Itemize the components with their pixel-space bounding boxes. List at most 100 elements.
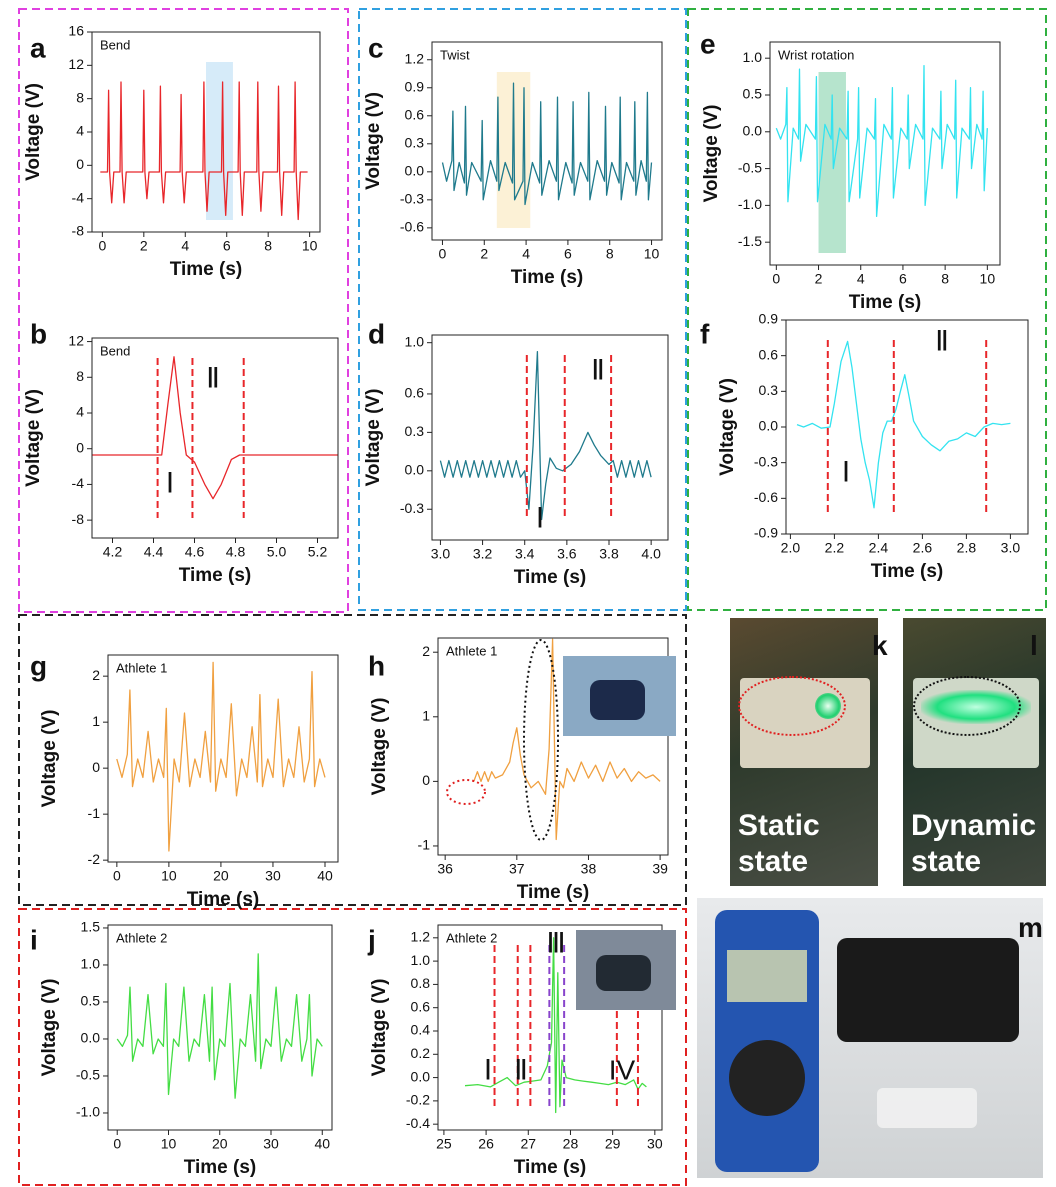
y-tick-label: 16 [68,23,84,39]
x-axis-label: Time (s) [871,561,944,582]
annotation: Ⅲ [546,927,565,958]
y-tick-label: 0.6 [405,106,425,122]
inset-title: Wrist rotation [778,47,854,62]
x-tick-label: 5.0 [267,544,287,560]
device [877,1088,977,1128]
plot-frame [107,654,339,863]
plot-frame [431,334,669,541]
multimeter [715,910,819,1172]
x-tick-label: 26 [478,1136,494,1152]
signal-line [439,351,652,521]
y-tick-label: 0 [92,759,100,775]
y-tick-label: -4 [72,189,85,205]
annotation: IV [609,1054,636,1085]
inset-title: Athlete 1 [116,660,167,675]
y-tick-label: -0.4 [406,1115,430,1131]
annotation: Ⅱ [591,354,605,385]
y-tick-label: -1.5 [738,233,762,249]
display [727,950,807,1002]
x-tick-label: 25 [436,1136,452,1152]
plot-area [770,42,1000,265]
inset-photo-person [596,955,651,991]
x-tick-label: 6 [223,238,231,254]
inset-title: Athlete 2 [116,930,167,945]
y-tick-label: 2 [422,643,430,659]
x-tick-label: 40 [317,868,333,884]
inset-title: Athlete 1 [446,643,497,658]
caption: Static state [738,809,820,878]
y-tick-label: 0.3 [405,423,425,439]
y-tick-label: 1.0 [411,952,431,968]
x-tick-label: 2 [815,271,823,287]
x-tick-label: 3.4 [515,546,535,562]
y-tick-label: 1.2 [405,50,425,66]
x-axis-label: Time (s) [179,565,252,586]
x-tick-label: 8 [941,271,949,287]
x-axis-label: Time (s) [514,1157,587,1178]
y-tick-label: 0.8 [411,975,431,991]
signal-line [775,64,988,218]
panel-label: e [700,28,716,59]
signal-line [116,661,326,852]
inset-title: Athlete 2 [446,930,497,945]
x-tick-label: 3.2 [473,546,493,562]
signal-line [464,937,647,1114]
y-tick-label: 0.5 [743,86,763,102]
y-tick-label: 0.3 [759,382,779,398]
y-tick-label: 1.0 [81,956,101,972]
y-tick-label: 4 [76,404,84,420]
x-tick-label: 4.2 [103,544,123,560]
panel-label: j [367,924,376,955]
signal-line [100,81,308,221]
y-axis-label: Voltage (V) [39,710,60,808]
y-tick-label: 0.4 [411,1022,431,1038]
y-tick-label: 1 [422,707,430,723]
x-axis-label: Time (s) [170,259,243,280]
y-tick-label: -0.9 [754,525,778,541]
plot-area [432,42,662,240]
panel-label: d [368,318,385,349]
x-tick-label: 27 [520,1136,536,1152]
x-tick-label: 8 [606,246,614,262]
annotation: Ⅰ [166,467,174,498]
y-tick-label: 0.0 [411,1068,431,1084]
signal-line [92,356,338,500]
x-tick-label: 8 [264,238,272,254]
y-tick-label: -1.0 [76,1104,100,1120]
panel-label: k [872,630,888,661]
x-tick-label: 2.4 [869,540,889,556]
x-tick-label: 3.0 [431,546,451,562]
y-tick-label: 0.9 [759,311,779,327]
annotation: Ⅱ [514,1054,528,1085]
x-tick-label: 30 [263,1136,279,1152]
x-tick-label: 4 [181,238,189,254]
plot-frame [431,41,663,241]
annotation: Ⅱ [206,362,220,393]
y-tick-label: 0.6 [759,346,779,362]
x-tick-label: 4.0 [641,546,661,562]
y-tick-label: 4 [76,123,84,139]
y-tick-label: 12 [68,332,84,348]
plot-area [108,655,338,862]
photo-l: Dynamic state [903,618,1046,886]
x-tick-label: 4.4 [144,544,164,560]
panel-label: f [700,318,710,349]
y-tick-label: 0.5 [81,993,101,1009]
y-tick-label: -4 [72,475,85,491]
panel-label: m [1018,912,1043,943]
x-axis-label: Time (s) [184,1157,257,1178]
y-tick-label: 0.0 [743,122,763,138]
x-tick-label: 39 [652,861,668,877]
x-tick-label: 2 [480,246,488,262]
y-axis-label: Voltage (V) [39,979,60,1077]
x-tick-label: 37 [509,861,525,877]
x-tick-label: 4 [522,246,530,262]
y-tick-label: -1 [418,837,431,853]
ellipse [913,676,1021,736]
panel-label: l [1030,630,1038,661]
highlight-ellipse [523,639,559,841]
y-tick-label: 0 [76,156,84,172]
y-tick-label: 12 [68,56,84,72]
x-tick-label: 4.6 [185,544,205,560]
y-tick-label: -0.6 [400,219,424,235]
